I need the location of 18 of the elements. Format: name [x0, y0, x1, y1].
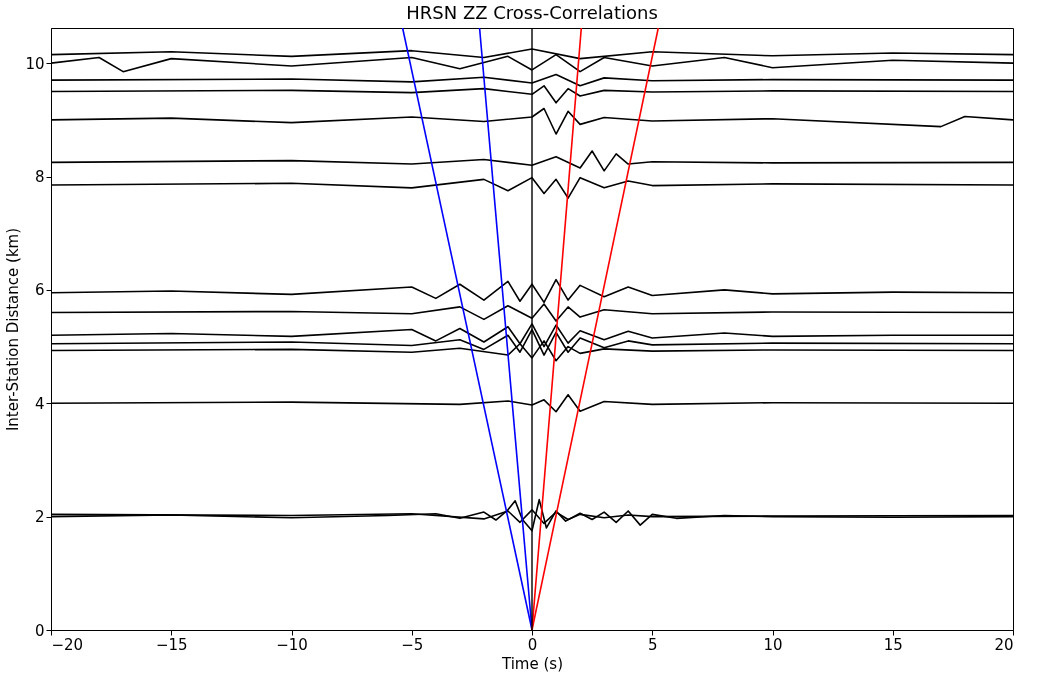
y-axis-title: Inter-Station Distance (km) [4, 227, 23, 432]
y-tick-label: 4 [34, 394, 45, 413]
y-tick-label: 0 [34, 621, 45, 640]
x-tick-label: 15 [883, 635, 903, 654]
y-tick-label: 8 [34, 168, 45, 187]
x-tick-label: −10 [276, 635, 308, 654]
x-tick-label: −20 [51, 635, 84, 654]
chart-title: HRSN ZZ Cross-Correlations [406, 2, 658, 24]
x-tick-label: 10 [763, 635, 783, 654]
y-tick-label: 2 [34, 508, 45, 527]
x-tick-label: −5 [401, 635, 424, 654]
y-tick-label: 6 [34, 281, 45, 300]
y-tick-label: 10 [25, 54, 45, 73]
x-tick-label: 20 [994, 635, 1014, 654]
x-tick-label: 0 [527, 635, 538, 654]
x-tick-label: 5 [647, 635, 658, 654]
x-tick-label: −15 [155, 635, 188, 654]
x-axis-title: Time (s) [501, 654, 563, 673]
